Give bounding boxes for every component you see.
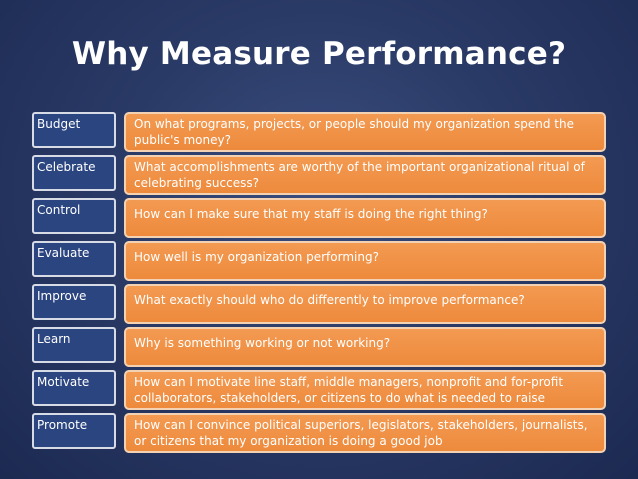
description-evaluate: How well is my organization performing? <box>124 241 606 281</box>
slide-title: Why Measure Performance? <box>71 36 567 72</box>
label-promote: Promote <box>32 413 116 449</box>
label-improve: Improve <box>32 284 116 320</box>
label-budget: Budget <box>32 112 116 148</box>
description-budget: On what programs, projects, or people sh… <box>124 112 606 152</box>
description-control: How can I make sure that my staff is doi… <box>124 198 606 238</box>
description-promote: How can I convince political superiors, … <box>124 413 606 453</box>
label-motivate: Motivate <box>32 370 116 406</box>
label-celebrate: Celebrate <box>32 155 116 191</box>
label-learn: Learn <box>32 327 116 363</box>
description-improve: What exactly should who do differently t… <box>124 284 606 324</box>
label-evaluate: Evaluate <box>32 241 116 277</box>
description-motivate: How can I motivate line staff, middle ma… <box>124 370 606 410</box>
description-learn: Why is something working or not working? <box>124 327 606 367</box>
label-control: Control <box>32 198 116 234</box>
description-celebrate: What accomplishments are worthy of the i… <box>124 155 606 195</box>
